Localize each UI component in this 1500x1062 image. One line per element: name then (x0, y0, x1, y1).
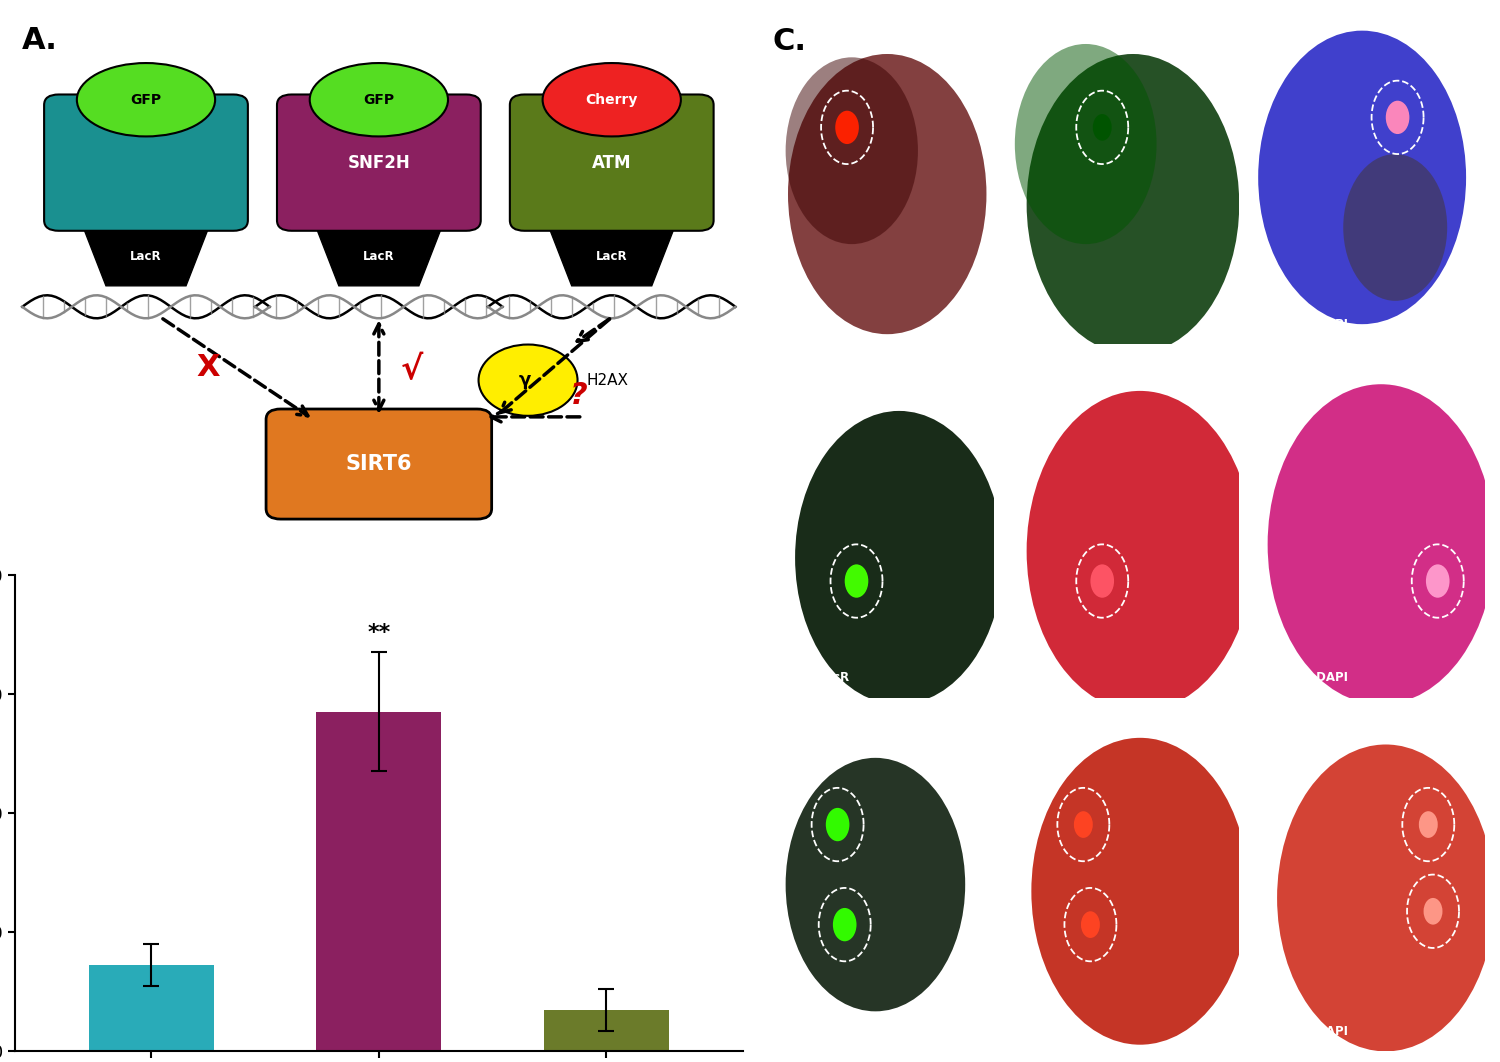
Circle shape (1032, 738, 1248, 1045)
FancyBboxPatch shape (510, 95, 714, 230)
Circle shape (1426, 564, 1449, 598)
Circle shape (1276, 744, 1494, 1051)
Circle shape (1026, 391, 1254, 712)
Text: SIRT6: SIRT6 (1010, 671, 1048, 684)
Circle shape (786, 758, 964, 1011)
Text: SIRT6: SIRT6 (1010, 318, 1048, 331)
Ellipse shape (76, 63, 214, 136)
Polygon shape (314, 220, 444, 286)
Text: Merge + DAPI: Merge + DAPI (1256, 1025, 1348, 1038)
Text: GFP: GFP (130, 92, 162, 107)
Text: SNF2H- LacR: SNF2H- LacR (765, 671, 849, 684)
Text: LacR: LacR (596, 251, 627, 263)
Text: LacR: LacR (130, 251, 162, 263)
Circle shape (827, 808, 849, 841)
Polygon shape (546, 220, 676, 286)
Circle shape (833, 908, 856, 941)
Polygon shape (81, 220, 212, 286)
Text: H2AX: H2AX (586, 373, 628, 388)
Text: GFP- LacR: GFP- LacR (765, 1025, 831, 1038)
Circle shape (1424, 898, 1443, 925)
FancyBboxPatch shape (44, 95, 248, 230)
Text: Merge + DAPI: Merge + DAPI (1256, 671, 1348, 684)
Circle shape (1090, 564, 1114, 598)
Ellipse shape (543, 63, 681, 136)
Circle shape (1016, 44, 1156, 244)
Circle shape (1094, 114, 1112, 141)
Bar (88, 965, 214, 1051)
Text: ATM- LacR: ATM- LacR (765, 318, 832, 331)
Circle shape (1026, 54, 1239, 355)
Circle shape (786, 57, 918, 244)
Text: **: ** (368, 623, 390, 644)
Ellipse shape (309, 63, 448, 136)
Circle shape (788, 54, 987, 335)
Text: Cherry: Cherry (585, 92, 638, 107)
Circle shape (478, 344, 578, 416)
Circle shape (844, 564, 868, 598)
Circle shape (1074, 811, 1094, 838)
Text: C.: C. (772, 27, 807, 55)
Bar (316, 712, 441, 1051)
Text: A.: A. (22, 27, 58, 55)
FancyBboxPatch shape (278, 95, 480, 230)
Circle shape (1082, 911, 1100, 938)
Text: ?: ? (570, 381, 588, 410)
Bar (543, 1010, 669, 1051)
Text: SIRT6: SIRT6 (345, 455, 412, 474)
Text: γ: γ (519, 372, 531, 389)
Text: LacR: LacR (363, 251, 394, 263)
Circle shape (1419, 811, 1437, 838)
Circle shape (1342, 154, 1448, 301)
Circle shape (1258, 31, 1466, 324)
Text: Merge + DAPI: Merge + DAPI (1256, 318, 1348, 331)
Circle shape (1386, 101, 1410, 134)
Text: √: √ (400, 354, 423, 387)
Text: ATM: ATM (592, 154, 632, 172)
Circle shape (1268, 384, 1494, 704)
Circle shape (795, 411, 1004, 704)
Text: GFP: GFP (363, 92, 394, 107)
Text: X: X (196, 353, 219, 381)
FancyBboxPatch shape (266, 409, 492, 519)
Circle shape (836, 110, 860, 144)
Text: SIRT6: SIRT6 (1010, 1025, 1048, 1038)
Text: SNF2H: SNF2H (348, 154, 410, 172)
